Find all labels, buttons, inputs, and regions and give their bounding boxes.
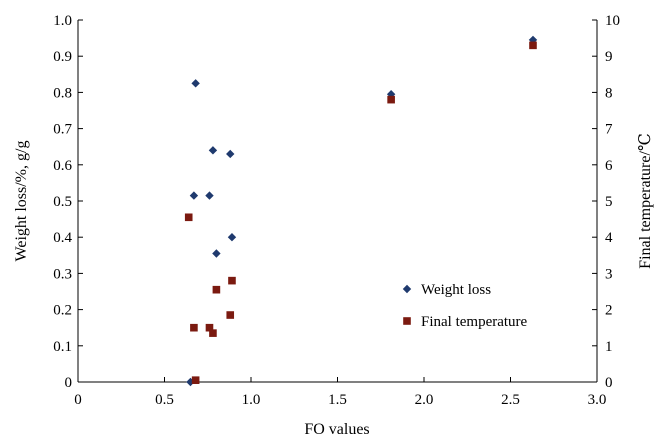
y2-tick-label: 8 [605,85,613,101]
x-tick-label: 1.0 [242,392,261,408]
series-group [184,35,538,387]
left-y-axis-title: Weight loss/%, g/g [13,141,30,262]
x-tick-label: 1.5 [328,392,347,408]
x-ticks: 0 0.5 1.0 1.5 2.0 2.5 3.0 [74,377,606,408]
x-tick-label: 2.0 [415,392,434,408]
y-tick-label: 0.8 [53,85,72,101]
y2-tick-label: 5 [605,194,613,210]
legend-marker [403,317,411,325]
y2-tick-label: 2 [605,303,613,319]
y-tick-label: 1.0 [53,13,72,29]
y2-tick-label: 3 [605,266,613,282]
x-tick-label: 0.5 [155,392,174,408]
y-ticks-left: 0 0.1 0.2 0.3 0.4 0.5 0.6 0.7 0.8 0.9 1.0 [53,13,83,391]
y2-tick-label: 9 [605,49,613,65]
final-temperature-point [190,323,198,332]
x-tick-label: 3.0 [588,392,607,408]
y-tick-label: 0.6 [53,158,72,174]
y2-tick-label: 10 [605,13,620,29]
final-temperature-point [205,323,214,332]
y-tick-label: 0.5 [53,194,72,210]
right-y-axis-title: Final temperature/℃ [637,133,654,269]
weight-loss-point [226,149,235,159]
legend-marker [402,284,412,294]
x-tick-label: 2.5 [501,392,520,408]
x-axis-title: FO values [304,421,369,438]
y-tick-label: 0.4 [53,230,72,246]
y2-tick-label: 0 [605,375,613,391]
final-temperature-point [387,95,395,104]
weight-loss-point [191,79,200,88]
y2-tick-label: 6 [605,158,613,174]
legend-item-weight-loss: Weight loss [421,282,491,298]
y2-tick-label: 4 [605,230,613,246]
final-temperature-point [184,213,193,222]
weight-loss-point [205,191,214,200]
final-temperature-point [226,311,235,319]
weight-loss-point [189,191,199,200]
y-tick-label: 0.2 [53,303,72,319]
y-tick-label: 0.1 [53,339,72,355]
final-temperature-point [191,376,200,384]
final-temperature-point [209,329,217,337]
y2-tick-label: 1 [605,339,613,355]
weight-loss-point [212,249,221,258]
y2-tick-label: 7 [605,122,613,138]
y-ticks-right: 0 1 2 3 4 5 6 7 8 9 10 [592,13,620,391]
final-temperature-point [228,276,236,285]
y-tick-label: 0 [65,375,73,391]
y-tick-label: 0.9 [53,49,72,65]
y-tick-label: 0.7 [53,122,72,138]
final-temperature-point [529,41,537,50]
x-tick-label: 0 [74,392,82,408]
final-temperature-point [212,285,221,294]
legend: Weight loss Final temperature [402,282,528,330]
legend-item-final-temperature: Final temperature [421,314,528,330]
y-tick-label: 0.3 [53,266,72,282]
weight-loss-point [208,146,218,155]
weight-loss-point [227,233,237,242]
